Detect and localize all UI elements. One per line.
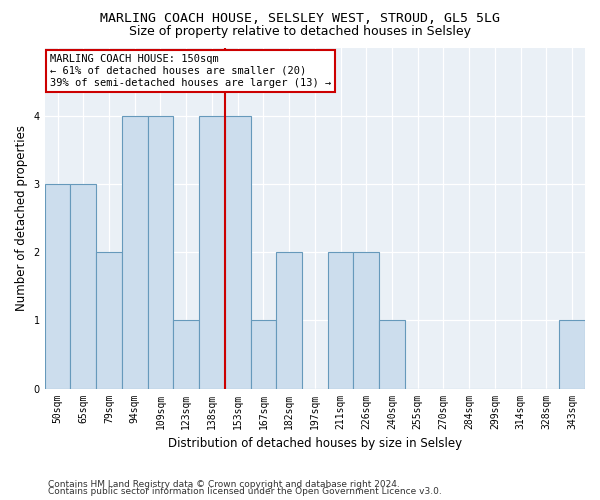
Text: MARLING COACH HOUSE, SELSLEY WEST, STROUD, GL5 5LG: MARLING COACH HOUSE, SELSLEY WEST, STROU…: [100, 12, 500, 26]
Bar: [328, 252, 353, 388]
Bar: [353, 252, 379, 388]
Text: Contains public sector information licensed under the Open Government Licence v3: Contains public sector information licen…: [48, 487, 442, 496]
Bar: [199, 116, 225, 388]
Bar: [148, 116, 173, 388]
Bar: [251, 320, 276, 388]
Bar: [276, 252, 302, 388]
Text: Size of property relative to detached houses in Selsley: Size of property relative to detached ho…: [129, 25, 471, 38]
Bar: [122, 116, 148, 388]
X-axis label: Distribution of detached houses by size in Selsley: Distribution of detached houses by size …: [168, 437, 462, 450]
Text: Contains HM Land Registry data © Crown copyright and database right 2024.: Contains HM Land Registry data © Crown c…: [48, 480, 400, 489]
Bar: [44, 184, 70, 388]
Text: MARLING COACH HOUSE: 150sqm
← 61% of detached houses are smaller (20)
39% of sem: MARLING COACH HOUSE: 150sqm ← 61% of det…: [50, 54, 331, 88]
Bar: [173, 320, 199, 388]
Bar: [70, 184, 96, 388]
Bar: [96, 252, 122, 388]
Bar: [379, 320, 405, 388]
Bar: [225, 116, 251, 388]
Y-axis label: Number of detached properties: Number of detached properties: [15, 125, 28, 311]
Bar: [559, 320, 585, 388]
